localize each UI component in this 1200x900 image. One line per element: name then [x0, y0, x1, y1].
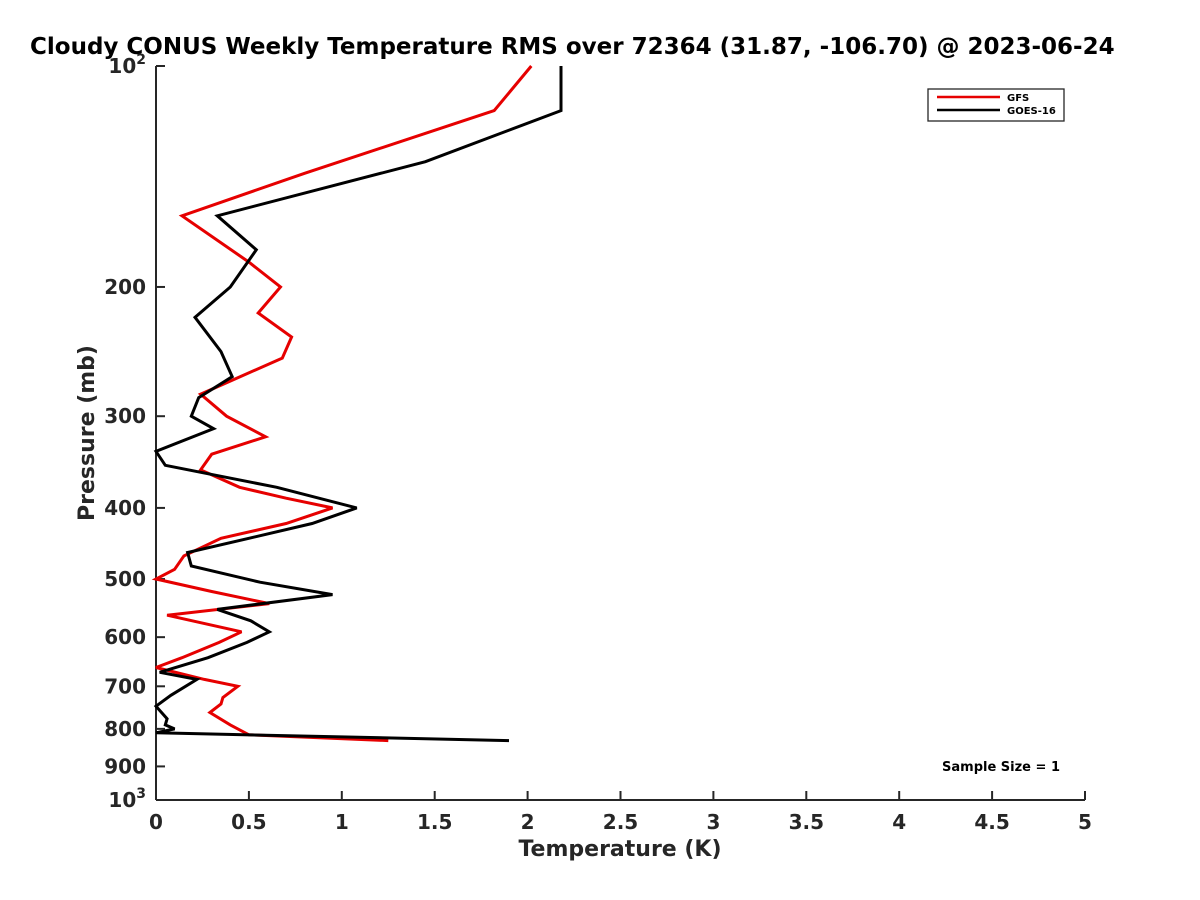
y-tick-label: 200 [104, 275, 146, 299]
y-tick-label: 700 [104, 674, 146, 698]
x-tick-label: 1.5 [417, 810, 452, 834]
x-tick-label: 3.5 [789, 810, 824, 834]
legend-box [927, 88, 1065, 122]
axes: 0 0.5 1 1.5 2 2.5 3 3.5 4 4.5 5 102 200 300 400 500 600 7… [104, 52, 1092, 834]
y-tick-label: 600 [104, 625, 146, 649]
x-tick-label: 2 [521, 810, 535, 834]
y-tick-label: 103 [108, 786, 146, 812]
series-line-gfs [151, 65, 533, 743]
y-tick-label: 800 [104, 717, 146, 741]
sample-size-annotation: Sample Size = 1 [942, 760, 1060, 775]
legend: GFS GOES-16 [927, 88, 1065, 122]
y-axis-label: Pressure (mb) [75, 345, 100, 521]
x-tick-label: 0.5 [231, 810, 266, 834]
y-tick-label: 300 [104, 404, 146, 428]
y-tick-label: 900 [104, 754, 146, 778]
legend-label-gfs: GFS [1007, 93, 1029, 104]
y-tick-label: 102 [108, 52, 146, 78]
x-tick-label: 1 [335, 810, 349, 834]
chart-title: Cloudy CONUS Weekly Temperature RMS over… [30, 34, 1115, 60]
x-tick-label: 4.5 [974, 810, 1009, 834]
y-tick-label: 500 [104, 567, 146, 591]
series-line-goes16 [153, 66, 563, 743]
legend-label-goes16: GOES-16 [1007, 106, 1056, 117]
x-tick-label: 0 [149, 810, 163, 834]
x-tick-label: 2.5 [603, 810, 638, 834]
x-tick-label: 3 [706, 810, 720, 834]
series-lines [151, 65, 563, 743]
x-tick-label: 5 [1078, 810, 1092, 834]
x-tick-label: 4 [892, 810, 906, 834]
x-axis-label: Temperature (K) [518, 837, 721, 862]
y-tick-label: 400 [104, 496, 146, 520]
